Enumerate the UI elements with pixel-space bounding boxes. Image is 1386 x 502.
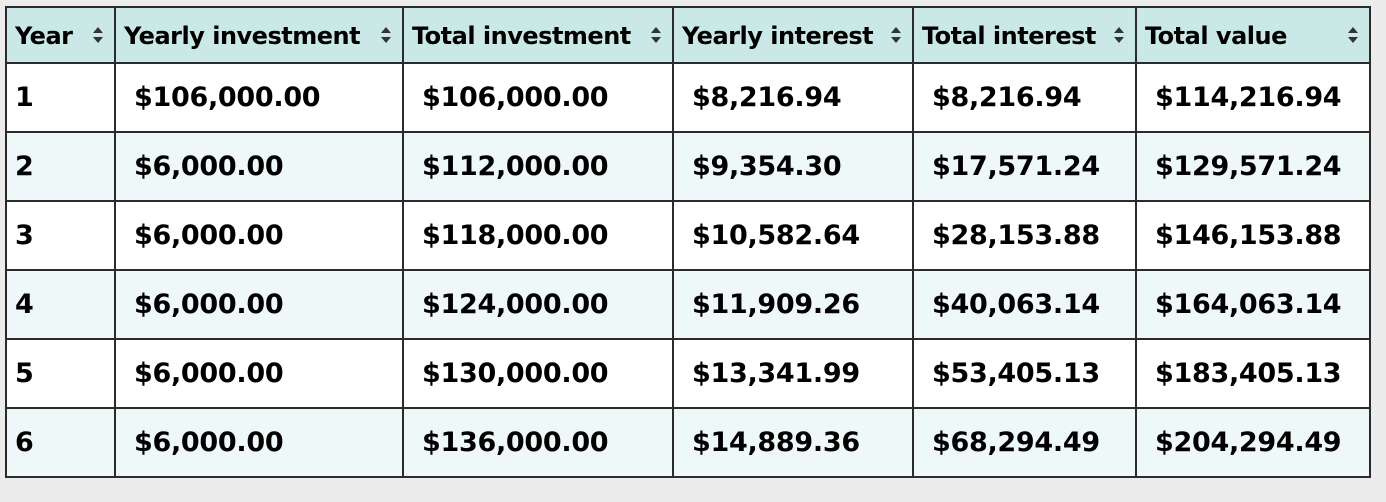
cell-year: 5: [5, 338, 116, 409]
cell-total-value: $129,571.24: [1135, 131, 1371, 202]
table-row: 2 $6,000.00 $112,000.00 $9,354.30 $17,57…: [5, 131, 1371, 202]
sort-up-down-icon[interactable]: [92, 26, 104, 44]
sort-up-down-icon[interactable]: [650, 26, 662, 44]
cell-total-interest: $17,571.24: [912, 131, 1137, 202]
cell-year: 2: [5, 131, 116, 202]
column-header-yearly-interest[interactable]: Yearly interest: [672, 6, 914, 64]
cell-total-interest: $28,153.88: [912, 200, 1137, 271]
cell-year: 3: [5, 200, 116, 271]
column-header-label: Yearly interest: [682, 21, 874, 50]
cell-total-investment: $130,000.00: [402, 338, 674, 409]
cell-total-investment: $124,000.00: [402, 269, 674, 340]
cell-total-value: $146,153.88: [1135, 200, 1371, 271]
cell-total-value: $183,405.13: [1135, 338, 1371, 409]
column-header-total-interest[interactable]: Total interest: [912, 6, 1137, 64]
cell-yearly-investment: $6,000.00: [114, 131, 404, 202]
cell-total-investment: $106,000.00: [402, 62, 674, 133]
cell-total-value: $204,294.49: [1135, 407, 1371, 478]
column-header-label: Total value: [1145, 21, 1287, 50]
cell-yearly-interest: $14,889.36: [672, 407, 914, 478]
cell-total-interest: $68,294.49: [912, 407, 1137, 478]
column-header-label: Total interest: [922, 21, 1096, 50]
cell-total-interest: $40,063.14: [912, 269, 1137, 340]
column-header-label: Total investment: [412, 21, 631, 50]
investment-table: Year Yearly investment Total investment …: [5, 6, 1371, 478]
table-row: 1 $106,000.00 $106,000.00 $8,216.94 $8,2…: [5, 62, 1371, 133]
sort-up-down-icon[interactable]: [1113, 26, 1125, 44]
cell-yearly-investment: $6,000.00: [114, 338, 404, 409]
cell-total-value: $114,216.94: [1135, 62, 1371, 133]
cell-total-investment: $118,000.00: [402, 200, 674, 271]
cell-yearly-interest: $11,909.26: [672, 269, 914, 340]
sort-up-down-icon[interactable]: [1347, 26, 1359, 44]
cell-yearly-interest: $8,216.94: [672, 62, 914, 133]
sort-up-down-icon[interactable]: [890, 26, 902, 44]
cell-total-investment: $136,000.00: [402, 407, 674, 478]
cell-yearly-interest: $10,582.64: [672, 200, 914, 271]
table-header-row: Year Yearly investment Total investment …: [5, 6, 1371, 64]
cell-year: 4: [5, 269, 116, 340]
cell-total-investment: $112,000.00: [402, 131, 674, 202]
column-header-total-value[interactable]: Total value: [1135, 6, 1371, 64]
cell-total-interest: $8,216.94: [912, 62, 1137, 133]
column-header-year[interactable]: Year: [5, 6, 116, 64]
table-row: 3 $6,000.00 $118,000.00 $10,582.64 $28,1…: [5, 200, 1371, 271]
cell-year: 1: [5, 62, 116, 133]
column-header-total-investment[interactable]: Total investment: [402, 6, 674, 64]
column-header-label: Yearly investment: [124, 21, 361, 50]
cell-total-interest: $53,405.13: [912, 338, 1137, 409]
sort-up-down-icon[interactable]: [380, 26, 392, 44]
table-row: 4 $6,000.00 $124,000.00 $11,909.26 $40,0…: [5, 269, 1371, 340]
column-header-yearly-investment[interactable]: Yearly investment: [114, 6, 404, 64]
cell-yearly-investment: $106,000.00: [114, 62, 404, 133]
table-row: 6 $6,000.00 $136,000.00 $14,889.36 $68,2…: [5, 407, 1371, 478]
cell-yearly-investment: $6,000.00: [114, 269, 404, 340]
cell-year: 6: [5, 407, 116, 478]
column-header-label: Year: [15, 21, 73, 50]
cell-yearly-interest: $13,341.99: [672, 338, 914, 409]
cell-yearly-investment: $6,000.00: [114, 407, 404, 478]
cell-yearly-interest: $9,354.30: [672, 131, 914, 202]
cell-total-value: $164,063.14: [1135, 269, 1371, 340]
table-row: 5 $6,000.00 $130,000.00 $13,341.99 $53,4…: [5, 338, 1371, 409]
cell-yearly-investment: $6,000.00: [114, 200, 404, 271]
investment-table-container: Year Yearly investment Total investment …: [5, 6, 1371, 488]
